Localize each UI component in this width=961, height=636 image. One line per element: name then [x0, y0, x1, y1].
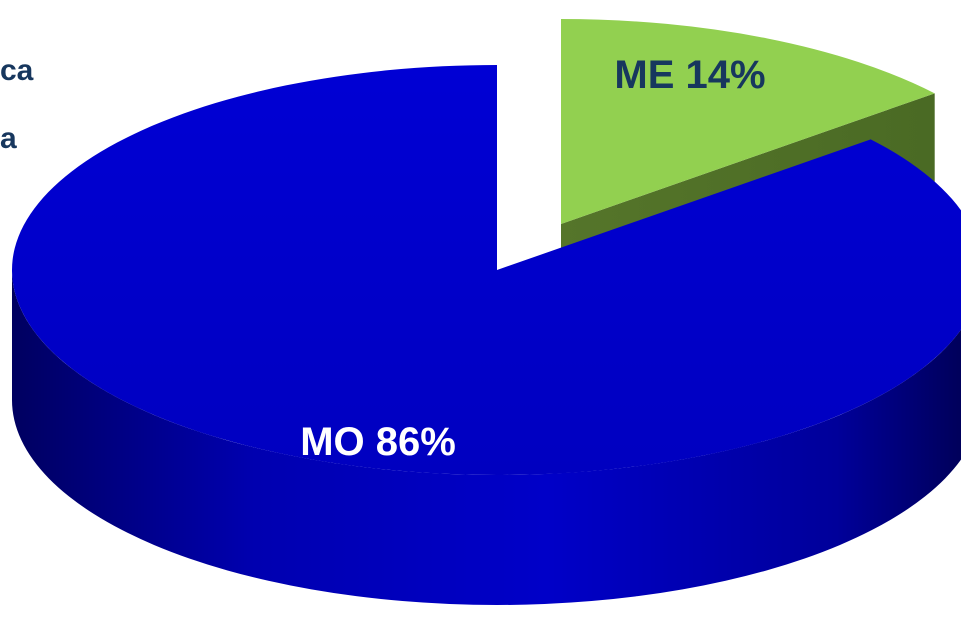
- slice-side-mo: [12, 270, 961, 605]
- slice-label-mo: MO 86%: [300, 420, 456, 464]
- slice-label-me: ME 14%: [614, 53, 765, 97]
- cropped-text-line-1: ca: [0, 54, 34, 87]
- pie-slice-mo: [12, 65, 961, 605]
- slice-top-mo: [12, 65, 961, 475]
- cropped-text-line-2: a: [0, 122, 17, 155]
- slice-top-me: [561, 19, 935, 224]
